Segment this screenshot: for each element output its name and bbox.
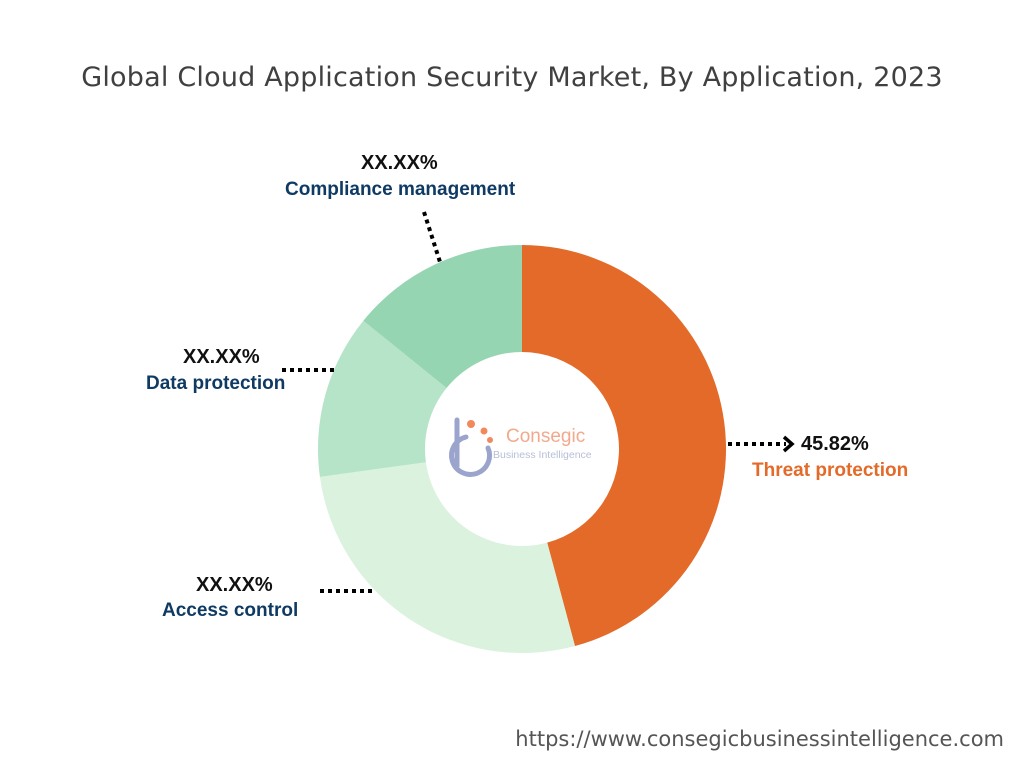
slice-label-value-threat-protection: 45.82%	[801, 433, 869, 455]
slice-label-value-data-protection: XX.XX%	[183, 346, 260, 368]
slice-access-control	[319, 462, 575, 654]
slice-label-access-control: Access control	[162, 600, 299, 621]
slice-data-protection	[318, 320, 447, 477]
slice-compliance-management	[363, 245, 522, 389]
slice-label-value-access-control: XX.XX%	[196, 574, 273, 596]
leader-compliance-management	[422, 211, 442, 263]
slice-label-threat-protection: Threat protection	[752, 460, 909, 481]
slice-label-value-compliance-management: XX.XX%	[361, 152, 438, 174]
slice-threat-protection	[522, 245, 727, 647]
logo-brand-text: Consegic	[506, 426, 586, 447]
leader-lines	[282, 211, 795, 593]
chart-title: Global Cloud Application Security Market…	[81, 62, 943, 93]
slice-label-compliance-management: Compliance management	[285, 179, 516, 200]
footer-url: https://www.consegicbusinessintelligence…	[515, 727, 1004, 751]
leader-arrowhead	[782, 435, 795, 453]
slice-label-data-protection: Data protection	[146, 373, 286, 394]
consegic-logo-icon	[449, 417, 493, 477]
donut-slices	[318, 245, 727, 654]
logo-subtitle-text: Business Intelligence	[493, 449, 592, 461]
